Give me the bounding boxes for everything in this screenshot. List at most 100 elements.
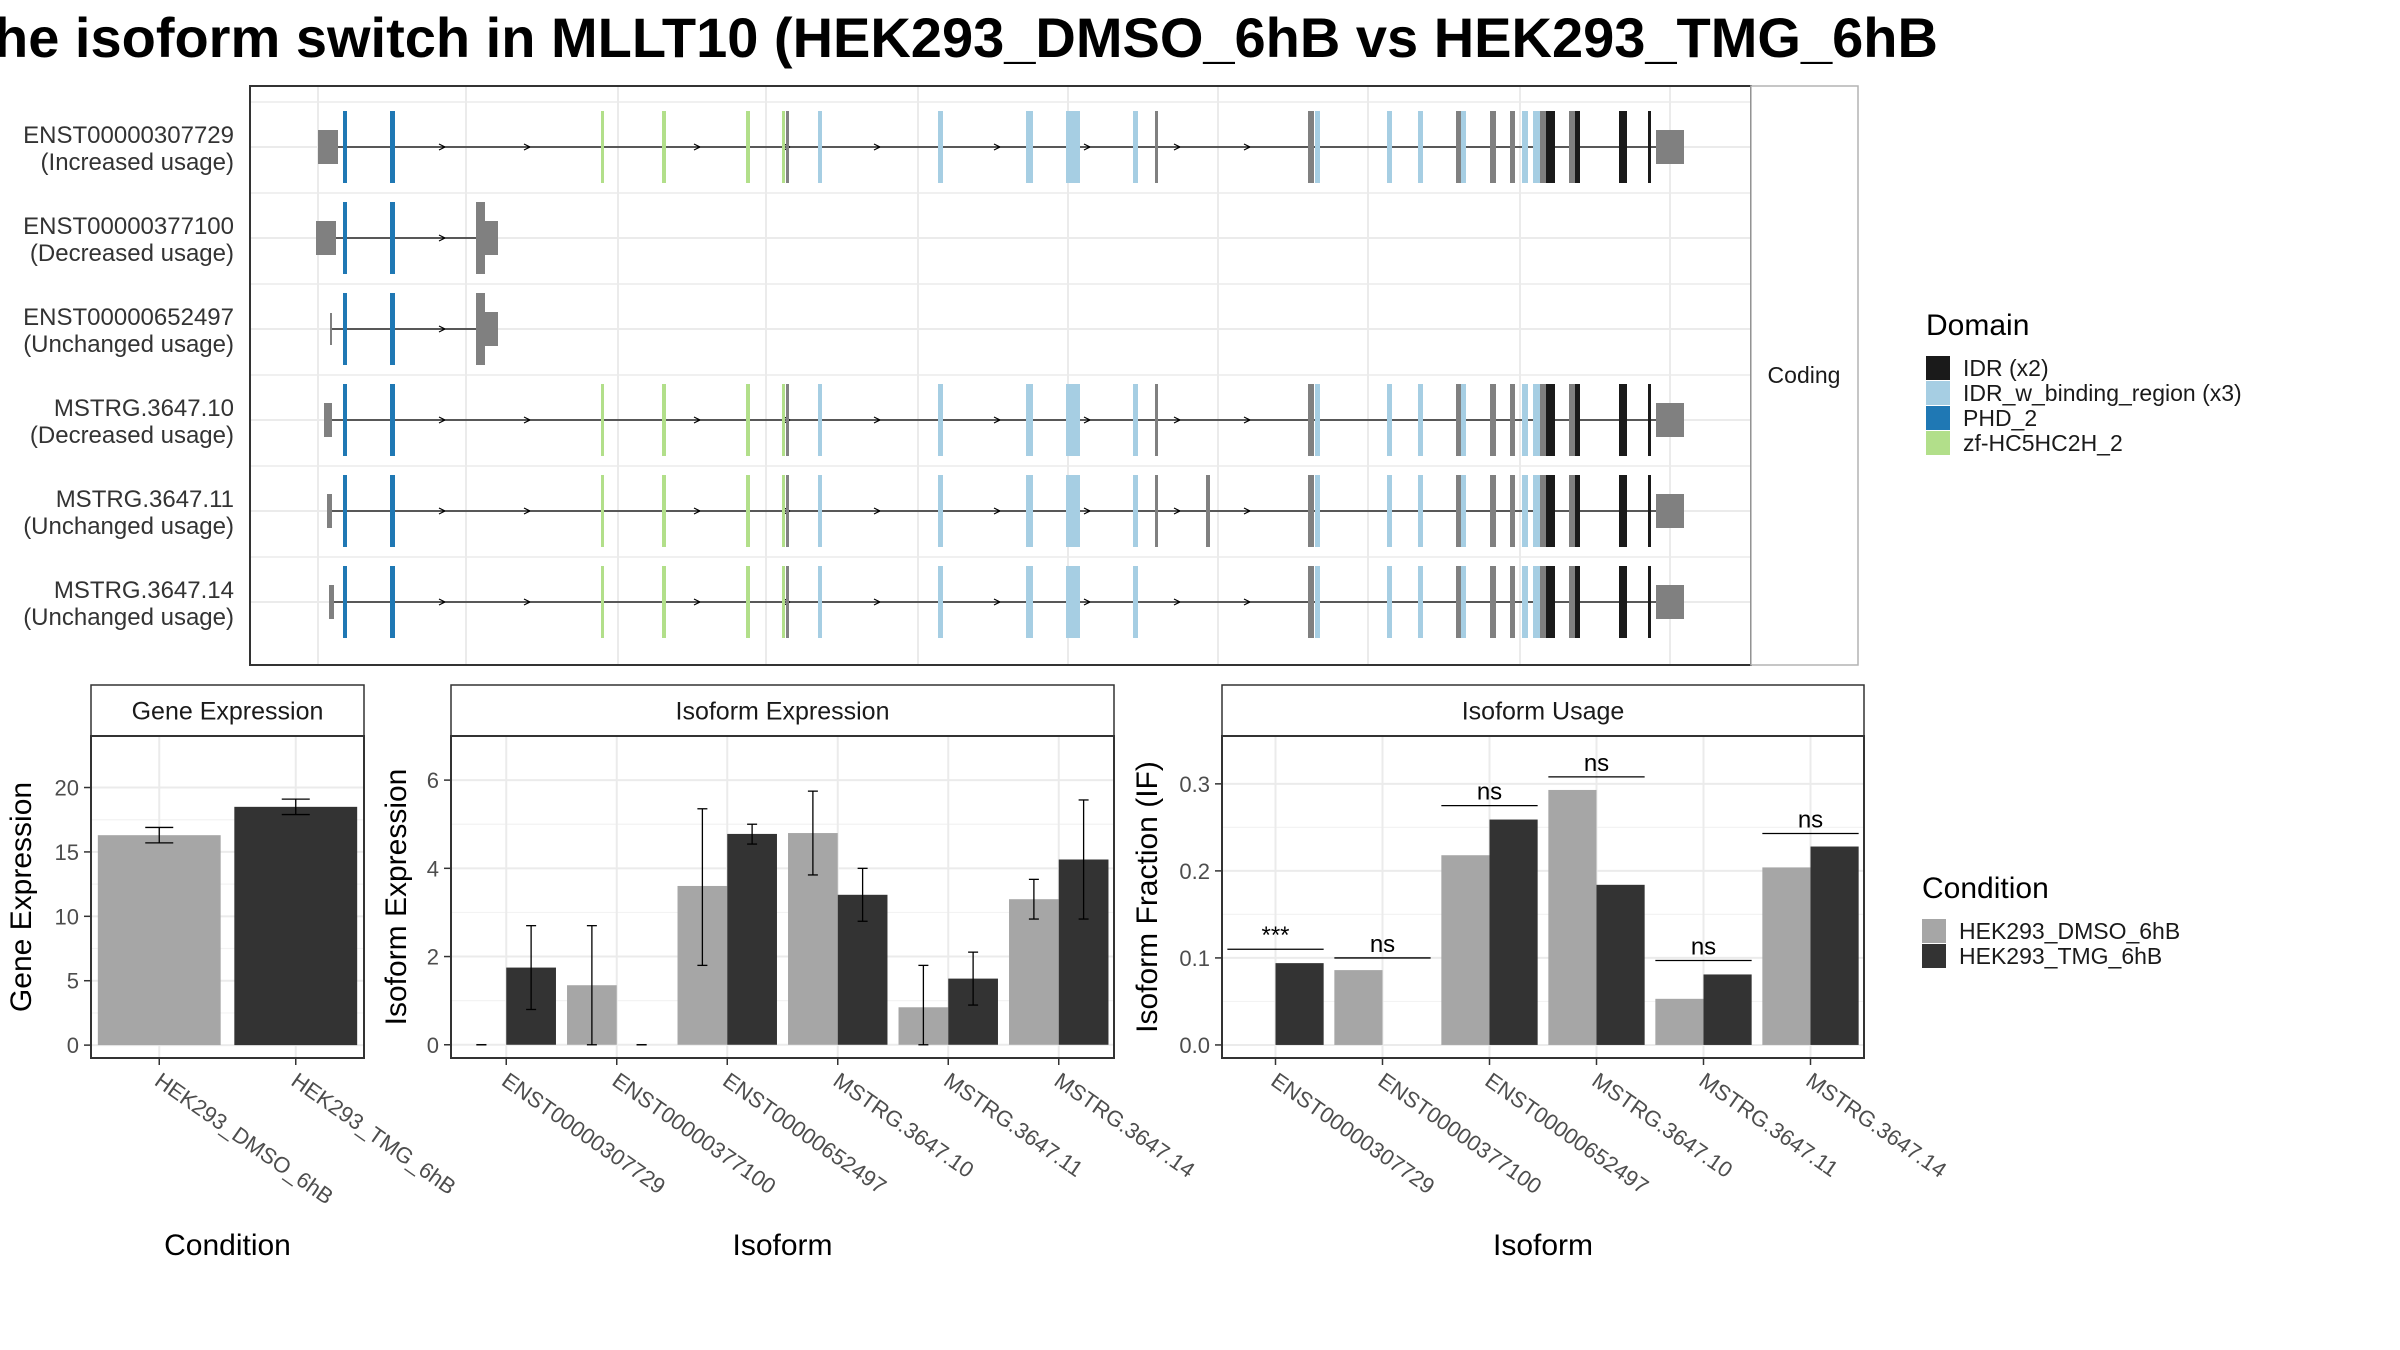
y-tick-label: 5 [67,969,79,994]
y-tick-label: 15 [55,840,79,865]
coding-exon [1387,475,1392,547]
coding-exon [782,566,785,638]
panel-border [450,735,1115,1059]
coding-exon [1308,566,1314,638]
coding-exon [601,111,604,183]
transcript-usage-label: (Unchanged usage) [23,331,234,358]
strand-arrow [1243,143,1252,151]
coding-exon [343,566,347,638]
coding-exon [1315,384,1320,456]
coding-exon [1619,111,1627,183]
strip-background [450,684,1115,737]
y-tick-label: 6 [427,768,439,793]
coding-exon [1387,566,1392,638]
plot-title: he isoform switch in MLLT10 (HEK293_DMSO… [0,6,1938,69]
strand-arrow [993,416,1002,424]
bar [1762,867,1811,1045]
coding-exon [1418,566,1423,638]
strand-arrow [873,598,882,606]
bar [1810,846,1859,1045]
legend-key [1926,381,1950,405]
coding-exon [746,384,750,456]
y-tick-label: 0.0 [1179,1033,1210,1058]
strand-arrow [873,507,882,515]
coding-exon [390,111,395,183]
coding-exon [1026,475,1033,547]
significance-label: ns [1691,934,1716,961]
strand-arrow [523,598,532,606]
utr-block [324,403,332,437]
bar [1334,970,1383,1045]
coding-exon [343,111,347,183]
transcript-id-label: ENST00000377100 [23,213,234,240]
transcript-usage-label: (Increased usage) [41,149,234,176]
coding-exon [1456,566,1461,638]
strand-arrow [693,598,702,606]
significance-label: ns [1798,806,1823,833]
coding-exon [390,384,395,456]
strand-arrow [438,234,447,242]
transcript-id-label: MSTRG.3647.11 [56,486,234,513]
coding-exon [1456,475,1461,547]
coding-exon [782,384,785,456]
strand-arrow [438,507,447,515]
coding-exon [343,293,347,365]
strand-arrow [993,143,1002,151]
coding-exon [1540,566,1546,638]
coding-exon [1308,475,1314,547]
panel-background [451,736,1114,1058]
coding-exon [343,202,347,274]
utr-block [327,494,332,528]
coding-exon [390,475,395,547]
coding-exon [786,384,789,456]
coding-exon [1461,384,1466,456]
coding-exon [818,384,822,456]
y-tick-label: 2 [427,945,439,970]
coding-exon [1575,475,1580,547]
transcript-usage-label: (Decreased usage) [30,240,234,267]
coding-exon [1619,475,1627,547]
strand-arrow [1173,598,1182,606]
transcript-id-label: MSTRG.3647.14 [54,577,234,604]
coding-exon [1490,475,1496,547]
legend-label: IDR_w_binding_region (x3) [1963,380,2242,406]
strand-arrow [523,507,532,515]
coding-exon [1533,111,1540,183]
coding-exon [1066,475,1080,547]
coding-exon [1418,111,1423,183]
bar [1275,963,1324,1045]
coding-exon [1206,475,1210,547]
utr-block [1656,403,1684,437]
coding-exon [1540,475,1546,547]
coding-exon [1546,566,1555,638]
y-axis-title: Isoform Fraction (IF) [1131,761,1164,1033]
utr-block [316,221,336,255]
coding-exon [476,293,485,365]
transcript-id-label: ENST00000307729 [23,122,234,149]
coding-exon [1522,566,1528,638]
x-axis-title: Condition [164,1229,291,1262]
legend-key [1926,431,1950,455]
y-tick-label: 20 [55,776,79,801]
transcript-id-label: ENST00000652497 [23,304,234,331]
strand-arrow [993,507,1002,515]
coding-exon [1569,566,1575,638]
coding-exon [1456,111,1461,183]
strand-arrow [438,325,447,333]
utr-block [1656,585,1684,619]
coding-exon [662,111,666,183]
coding-exon [1546,475,1555,547]
coding-exon [782,475,785,547]
coding-exon [1533,566,1540,638]
strand-arrow [523,143,532,151]
strand-arrow [693,416,702,424]
coding-exon [390,566,395,638]
utr-block [1656,494,1684,528]
x-axis-title: Isoform [732,1229,832,1262]
transcript-usage-label: (Unchanged usage) [23,604,234,631]
coding-exon [786,566,789,638]
coding-exon [1575,384,1580,456]
y-tick-label: 0.1 [1179,946,1210,971]
panel-title: Isoform Expression [676,698,890,726]
